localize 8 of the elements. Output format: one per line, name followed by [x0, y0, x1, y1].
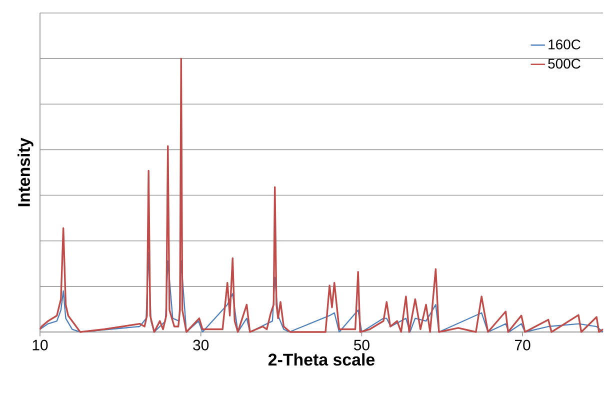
- y-axis-title: Intensity: [18, 138, 34, 206]
- x-tick-label: 50: [354, 340, 370, 350]
- x-tick-label: 10: [32, 340, 48, 350]
- legend-label: 160C: [548, 40, 580, 50]
- legend-label: 500C: [548, 58, 580, 69]
- x-tick-label: 70: [515, 340, 530, 350]
- x-tick-label: 30: [193, 340, 209, 350]
- x-axis-title: 2-Theta scale: [268, 353, 375, 366]
